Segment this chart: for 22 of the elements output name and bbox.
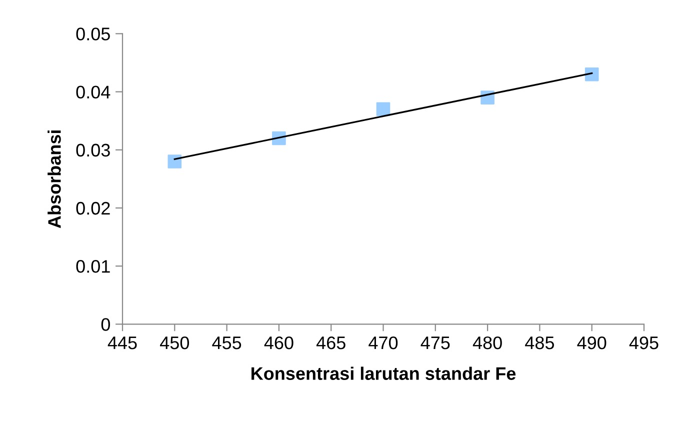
y-tick-label: 0.05 <box>76 28 110 40</box>
y-tick-label: 0 <box>101 318 110 331</box>
x-tick-label: 480 <box>472 336 502 350</box>
x-tick-label: 490 <box>577 336 606 350</box>
y-tick-label: 0.01 <box>76 260 110 273</box>
x-tick-label: 450 <box>160 336 190 350</box>
point <box>168 154 182 168</box>
x-tick-label: 465 <box>316 336 346 350</box>
point <box>376 102 390 116</box>
x-tick-label: 475 <box>420 336 450 350</box>
x-tick-label: 485 <box>525 336 554 350</box>
y-axis-title: Absorbansi <box>48 130 61 228</box>
x-tick-label: 470 <box>368 336 398 350</box>
x-tick-label: 495 <box>629 336 658 350</box>
y-tick-label: 0.04 <box>76 86 110 98</box>
y-tick-label: 0.03 <box>76 144 110 157</box>
point <box>584 67 599 82</box>
x-axis-title: Konsentrasi larutan standar Fe <box>252 366 516 380</box>
x-tick-label: 455 <box>212 336 242 350</box>
x-tick-label: 460 <box>264 336 294 350</box>
y-tick-label: 0.02 <box>76 202 110 215</box>
x-tick-label: 445 <box>108 336 137 350</box>
